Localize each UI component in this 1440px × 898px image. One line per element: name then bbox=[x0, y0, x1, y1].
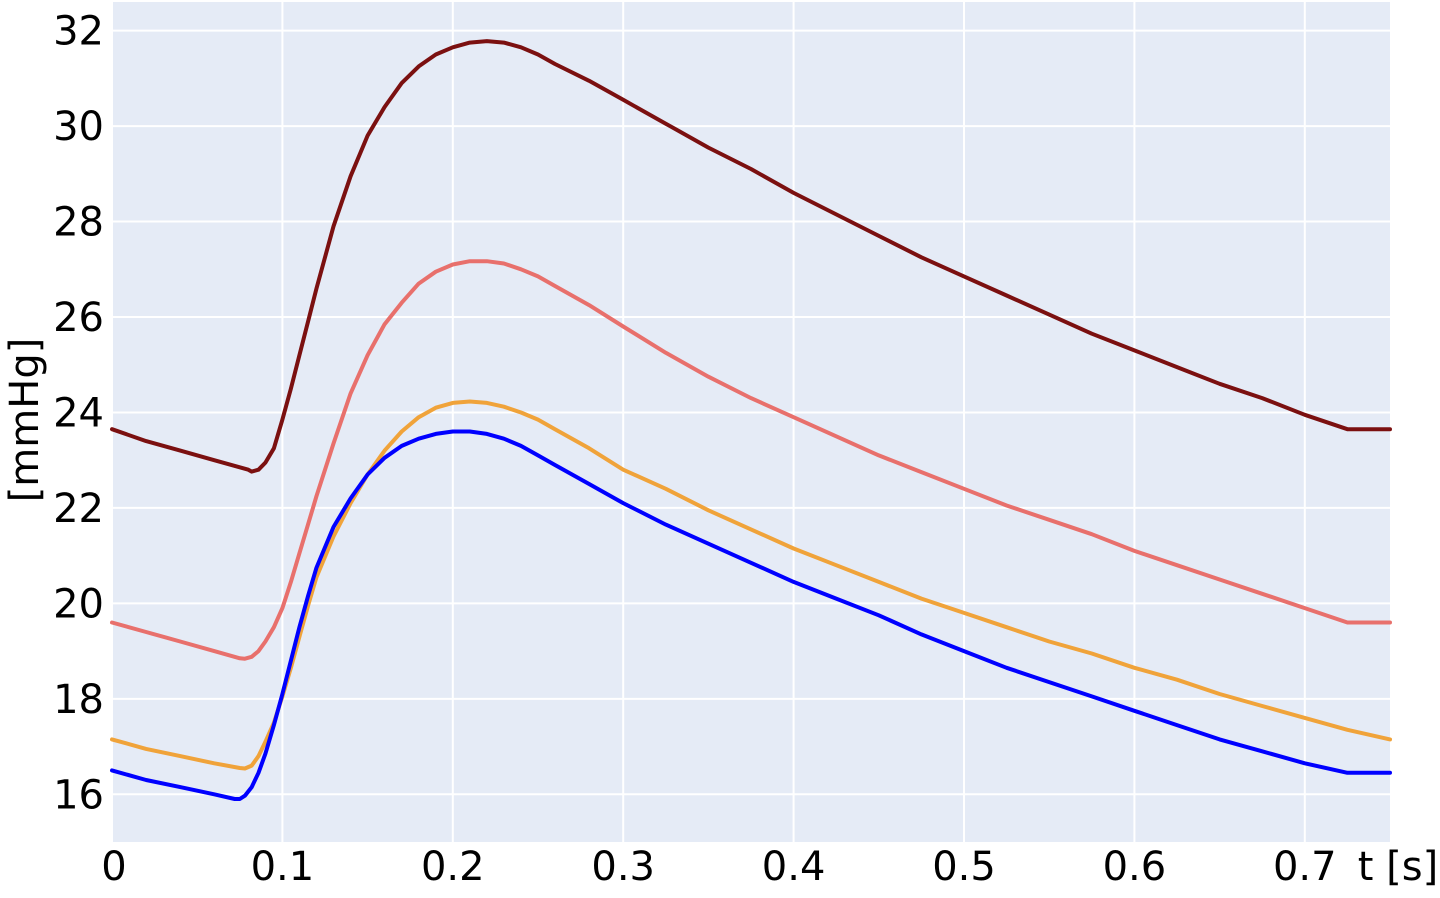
y-tick-label: 30 bbox=[53, 104, 104, 150]
series-line-3 bbox=[110, 399, 1392, 771]
x-tick-label: 0.1 bbox=[251, 844, 315, 890]
series-lines bbox=[110, 39, 1392, 801]
x-tick-labels: 0 0.1 0.2 0.3 0.4 0.5 0.6 0.7 bbox=[101, 844, 1336, 890]
y-tick-label: 18 bbox=[53, 677, 104, 723]
y-tick-label: 26 bbox=[53, 295, 104, 341]
x-tick-label: 0 bbox=[101, 844, 126, 890]
y-tick-label: 28 bbox=[53, 200, 104, 246]
x-tick-label: 0.5 bbox=[932, 844, 996, 890]
y-axis-label: [mmHg] bbox=[2, 338, 48, 503]
grid-lines bbox=[111, 2, 1390, 842]
series-line-2 bbox=[110, 259, 1392, 661]
y-tick-labels: 16 18 20 22 24 26 28 30 32 bbox=[53, 9, 104, 819]
y-tick-label: 24 bbox=[53, 390, 104, 436]
x-axis-label: t [s] bbox=[1358, 844, 1438, 890]
x-tick-label: 0.2 bbox=[421, 844, 485, 890]
y-tick-label: 22 bbox=[53, 486, 104, 532]
x-tick-label: 0.3 bbox=[591, 844, 655, 890]
x-tick-label: 0.7 bbox=[1273, 844, 1337, 890]
x-tick-label: 0.6 bbox=[1103, 844, 1167, 890]
series-line-4 bbox=[110, 429, 1392, 801]
series-line-1 bbox=[110, 39, 1392, 474]
y-tick-label: 16 bbox=[53, 772, 104, 818]
x-tick-label: 0.4 bbox=[762, 844, 826, 890]
y-tick-label: 32 bbox=[53, 9, 104, 55]
plot-background bbox=[112, 2, 1390, 842]
y-tick-label: 20 bbox=[53, 581, 104, 627]
